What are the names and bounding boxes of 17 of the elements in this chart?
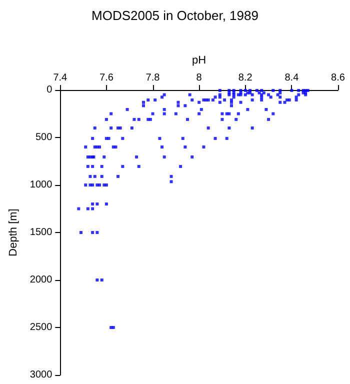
y-tick-label: 0 <box>46 84 53 96</box>
y-tick-label: 3000 <box>30 370 53 380</box>
y-axis-title: Depth [m] <box>8 208 20 256</box>
chart-title: MODS2005 in October, 1989 <box>92 8 258 23</box>
x-tick-label: 7.8 <box>146 72 160 84</box>
y-tick-label: 2000 <box>30 274 53 286</box>
x-axis-title: pH <box>192 54 206 66</box>
x-tick-label: 8 <box>196 72 202 84</box>
y-tick-label: 2500 <box>30 322 53 333</box>
x-tick-label: 7.6 <box>100 72 114 84</box>
y-tick-label: 1000 <box>30 180 53 190</box>
y-tick-label: 500 <box>35 132 53 143</box>
x-tick-label: 8.4 <box>284 72 300 84</box>
y-tick-label: 1500 <box>30 227 53 238</box>
x-tick-label: 8.6 <box>331 72 346 84</box>
x-tick-label: 8.2 <box>238 72 253 84</box>
x-tick-label: 7.4 <box>53 72 68 84</box>
